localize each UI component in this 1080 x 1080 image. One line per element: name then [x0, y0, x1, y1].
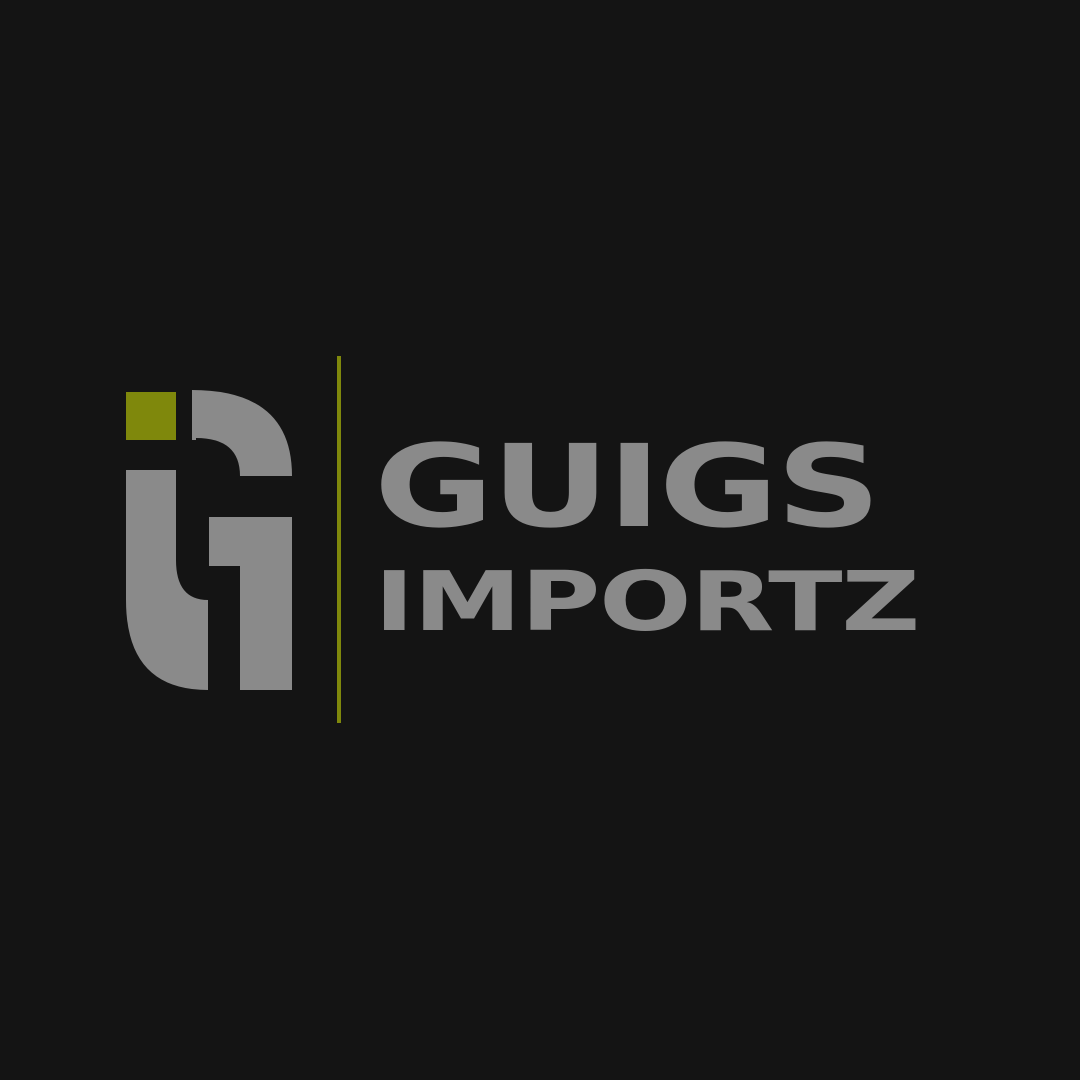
gi-monogram-icon [126, 390, 292, 690]
wordmark: GUIGS IMPORTZ [374, 430, 974, 660]
monogram-dot [126, 392, 176, 440]
divider-line [337, 356, 341, 723]
brand-name-line-1: GUIGS [374, 420, 881, 553]
monogram-g-top [192, 390, 292, 476]
monogram-g-body [126, 470, 208, 690]
brand-name-line-2: IMPORTZ [374, 555, 920, 650]
monogram-g-bar [209, 517, 292, 690]
